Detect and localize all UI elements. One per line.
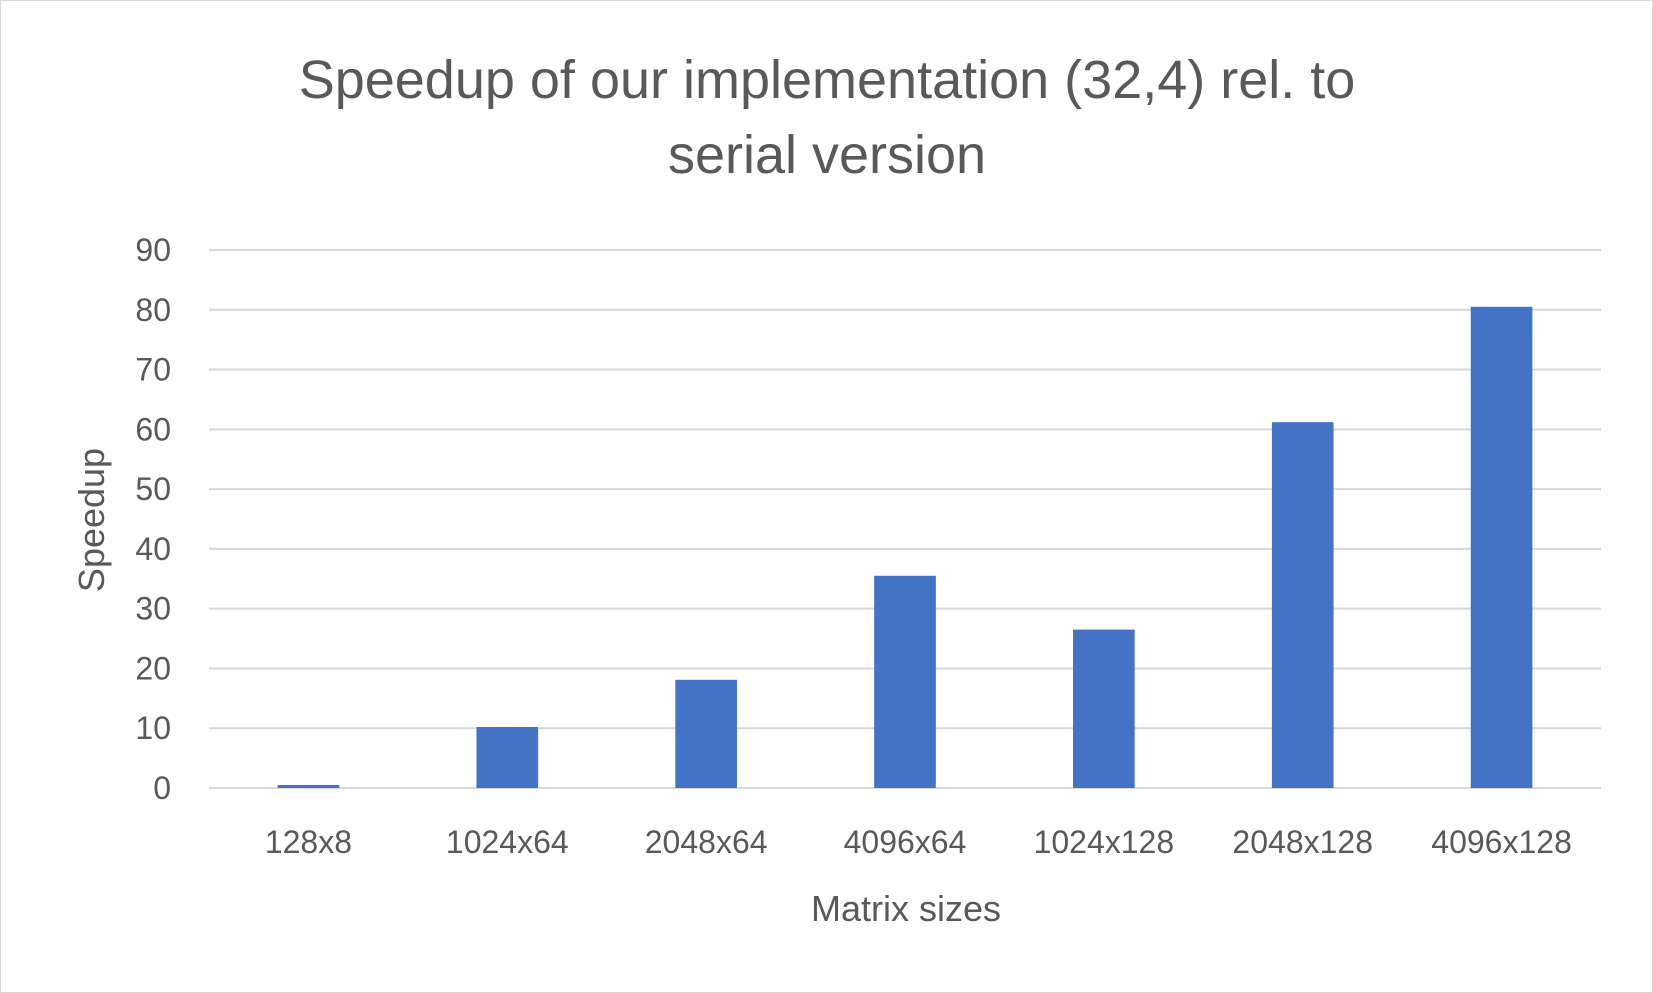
bar-1024x64 [476,727,539,788]
x-tick-label: 4096x64 [844,824,967,860]
y-tick-label: 40 [135,531,171,567]
x-tick-label: 128x8 [265,824,352,860]
chart-title-line-2: serial version [668,125,986,185]
y-tick-label: 0 [153,770,171,806]
y-axis-ticks: 0 10 20 30 40 50 60 70 80 90 [135,232,171,806]
y-tick-label: 60 [135,411,171,447]
bar-4096x128 [1470,306,1533,788]
bar-2048x64 [675,679,737,788]
y-tick-label: 10 [135,710,171,746]
x-tick-label: 1024x64 [446,824,569,860]
y-tick-label: 80 [135,292,171,328]
chart-title-line-1: Speedup of our implementation (32,4) rel… [299,50,1356,110]
y-tick-label: 70 [135,352,171,388]
x-axis-title: Matrix sizes [811,888,1001,929]
y-tick-label: 90 [135,232,171,268]
x-tick-label: 2048x128 [1232,824,1373,860]
y-tick-label: 50 [135,471,171,507]
bar-128x8 [277,785,340,788]
bar-4096x64 [874,575,936,788]
x-tick-label: 4096x128 [1431,824,1572,860]
gridlines [209,249,1601,789]
y-axis-title: Speedup [71,448,112,592]
y-tick-label: 30 [135,591,171,627]
x-axis-ticks: 128x8 1024x64 2048x64 4096x64 1024x128 2048x1… [265,824,1572,860]
bars [277,306,1533,788]
bar-2048x128 [1271,422,1334,788]
x-tick-label: 2048x64 [645,824,768,860]
bar-1024x128 [1073,629,1135,788]
x-tick-label: 1024x128 [1034,824,1175,860]
y-tick-label: 20 [135,650,171,686]
